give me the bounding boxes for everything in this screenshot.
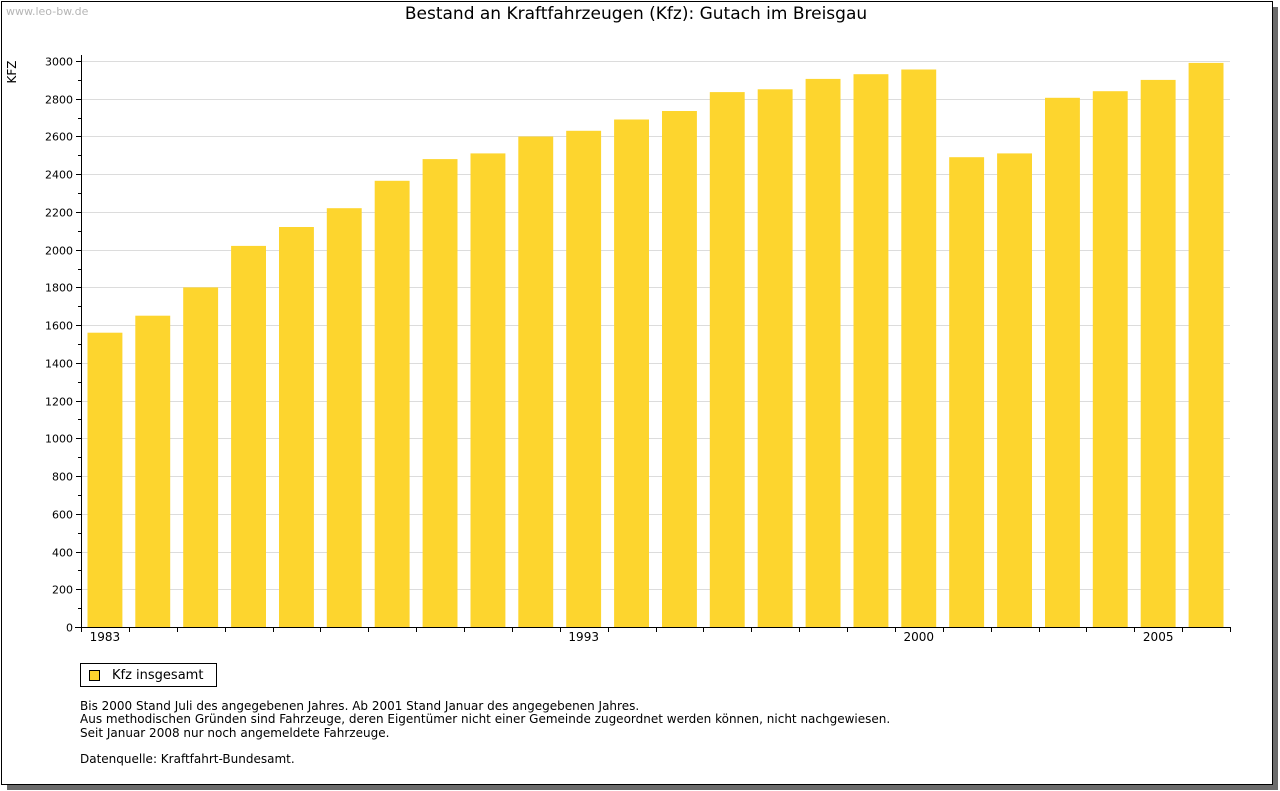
x-tick-label: 2005 xyxy=(1143,630,1174,644)
bar xyxy=(901,69,937,627)
bar xyxy=(662,111,697,627)
y-tick-label: 0 xyxy=(66,622,73,635)
bar xyxy=(1092,91,1128,627)
data-source: Datenquelle: Kraftfahrt-Bundesamt. xyxy=(80,752,295,766)
y-tick-label: 200 xyxy=(52,584,73,597)
footnote-line: Bis 2000 Stand Juli des angegebenen Jahr… xyxy=(80,699,640,713)
bar xyxy=(518,136,554,627)
bar xyxy=(470,153,506,627)
legend-label: Kfz insgesamt xyxy=(112,667,204,683)
chart-title: Bestand an Kraftfahrzeugen (Kfz): Gutach… xyxy=(404,4,868,24)
bar xyxy=(949,157,985,627)
frame-shadow-bottom xyxy=(7,785,1278,790)
y-tick-label: 400 xyxy=(52,547,73,560)
bar xyxy=(422,159,458,627)
y-tick-label: 2600 xyxy=(45,131,73,144)
bar xyxy=(374,180,410,628)
bar xyxy=(326,208,362,627)
y-tick-label: 1600 xyxy=(45,320,73,333)
x-tick-label: 1983 xyxy=(90,630,121,644)
y-tick-label: 1400 xyxy=(45,358,73,371)
bar xyxy=(1045,97,1080,628)
bar-chart: 0 200 400 600 800 1000 1200 1400 1600 1800 2000 220… xyxy=(5,55,1231,644)
y-tick-label: 2800 xyxy=(45,94,73,107)
bar xyxy=(1188,62,1224,627)
footnote-line: Aus methodischen Gründen sind Fahrzeuge,… xyxy=(80,712,891,727)
bar xyxy=(566,130,602,628)
bar xyxy=(87,332,123,627)
bar xyxy=(709,92,745,628)
y-tick-label: 1000 xyxy=(45,433,73,446)
bar xyxy=(757,89,793,628)
watermark: www.leo-bw.de xyxy=(6,5,89,18)
y-tick-label: 800 xyxy=(52,471,73,484)
y-tick-label: 1200 xyxy=(45,396,73,409)
bar xyxy=(614,119,649,627)
bar xyxy=(1140,79,1176,627)
y-tick-label: 2000 xyxy=(45,245,73,258)
y-tick-label: 1800 xyxy=(45,282,73,295)
bar xyxy=(853,74,889,627)
legend-swatch xyxy=(89,669,100,681)
y-tick-label: 2400 xyxy=(45,169,73,182)
frame-shadow-right xyxy=(1273,7,1278,786)
x-tick-label: 1993 xyxy=(568,630,599,644)
y-tick-label: 2200 xyxy=(45,207,73,220)
legend: Kfz insgesamt xyxy=(80,663,217,687)
bar xyxy=(183,287,219,627)
bar xyxy=(279,227,314,627)
y-axis-label: KFZ xyxy=(5,61,19,84)
x-tick-label: 2000 xyxy=(904,630,935,644)
bar xyxy=(805,78,841,627)
bar xyxy=(135,315,171,627)
footnotes: Bis 2000 Stand Juli des angegebenen Jahr… xyxy=(80,699,891,740)
bar xyxy=(997,153,1032,627)
y-tick-label: 3000 xyxy=(45,56,73,69)
y-tick-label: 600 xyxy=(52,509,73,522)
footnote-line: Seit Januar 2008 nur noch angemeldete Fa… xyxy=(80,725,390,740)
bar xyxy=(231,245,266,627)
